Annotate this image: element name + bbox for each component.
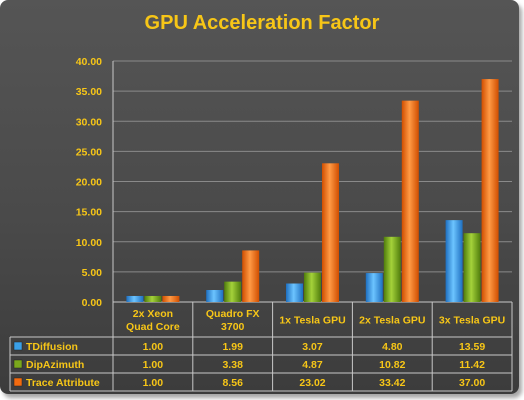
bar-tdiffusion xyxy=(445,220,463,302)
bar-tdiffusion xyxy=(126,295,144,302)
data-label: 1.99 xyxy=(222,341,243,353)
y-tick-label: 20.00 xyxy=(76,177,102,189)
data-label: 1.00 xyxy=(143,359,164,371)
category-label: 2x Tesla GPU xyxy=(359,315,425,327)
bar-trace-attribute xyxy=(242,250,260,302)
legend-swatch xyxy=(13,341,23,351)
data-label: 11.42 xyxy=(459,359,485,371)
y-tick-label: 35.00 xyxy=(76,86,102,98)
legend-label: TDiffusion xyxy=(26,341,78,353)
y-tick-label: 30.00 xyxy=(76,116,102,128)
y-tick-label: 40.00 xyxy=(76,56,102,68)
legend-label: Trace Attribute xyxy=(26,377,100,389)
bar-trace-attribute xyxy=(481,79,499,302)
y-tick-label: 10.00 xyxy=(76,237,102,249)
bar-dipazimuth xyxy=(383,236,401,302)
category-label: 3x Tesla GPU xyxy=(439,315,505,327)
legend-swatch xyxy=(13,359,23,369)
y-tick-label: 25.00 xyxy=(76,146,102,158)
data-label: 3.38 xyxy=(222,359,243,371)
data-label: 23.02 xyxy=(299,377,325,389)
data-label: 3.07 xyxy=(302,341,323,353)
data-label: 10.82 xyxy=(379,359,405,371)
data-label: 8.56 xyxy=(222,377,243,389)
legend-swatch xyxy=(13,377,23,387)
y-tick-label: 0.00 xyxy=(82,297,103,309)
y-tick-label: 5.00 xyxy=(82,267,103,279)
data-label: 13.59 xyxy=(459,341,485,353)
bar-trace-attribute xyxy=(162,295,180,302)
category-label: 3700 xyxy=(221,321,245,333)
chart-title: GPU Acceleration Factor xyxy=(145,12,380,34)
bar-trace-attribute xyxy=(322,163,339,302)
data-label: 33.42 xyxy=(379,377,405,389)
legend-label: DipAzimuth xyxy=(26,359,84,371)
data-label: 1.00 xyxy=(143,341,164,353)
data-label: 37.00 xyxy=(459,377,485,389)
category-label: 2x Xeon xyxy=(133,308,173,320)
bar-dipazimuth xyxy=(463,233,481,302)
bar-dipazimuth xyxy=(304,272,321,302)
bar-dipazimuth xyxy=(224,281,242,302)
category-label: 1x Tesla GPU xyxy=(279,315,345,327)
data-label: 4.80 xyxy=(382,341,403,353)
category-label: Quadro FX xyxy=(206,308,260,320)
bar-tdiffusion xyxy=(365,273,383,302)
y-tick-label: 15.00 xyxy=(76,207,102,219)
data-label: 4.87 xyxy=(302,359,323,371)
bar-tdiffusion xyxy=(206,290,224,302)
bar-dipazimuth xyxy=(144,295,162,302)
category-label: Quad Core xyxy=(126,321,180,333)
bar-trace-attribute xyxy=(401,100,419,302)
data-label: 1.00 xyxy=(143,377,164,389)
bar-tdiffusion xyxy=(286,283,303,302)
